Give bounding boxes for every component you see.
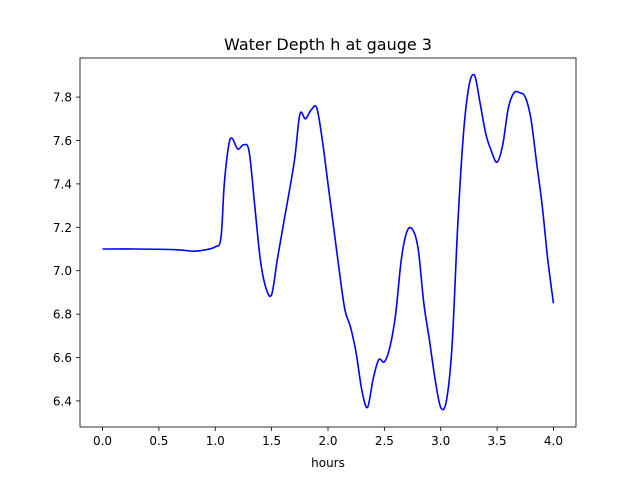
y-tick-label: 6.4	[53, 394, 72, 408]
x-tick-label: 1.5	[262, 434, 281, 448]
chart-title: Water Depth h at gauge 3	[224, 35, 432, 54]
x-axis-title: hours	[311, 456, 345, 470]
y-tick-label: 7.0	[53, 264, 72, 278]
series-layer	[102, 73, 555, 411]
x-tick-label: 1.0	[206, 434, 225, 448]
x-tick-label: 2.5	[375, 434, 394, 448]
x-tick-label: 2.0	[318, 434, 337, 448]
x-tick-label: 4.0	[544, 434, 563, 448]
x-tick-label: 3.0	[431, 434, 450, 448]
y-tick-label: 7.2	[53, 221, 72, 235]
y-tick-label: 7.6	[53, 134, 72, 148]
y-tick-label: 7.8	[53, 91, 72, 105]
y-tick-label: 6.6	[53, 351, 72, 365]
x-tick-label: 0.5	[149, 434, 168, 448]
axes-layer: 0.0 0.5 1.0 1.5 2.0 2.5 3.0 3.5 4.0 6.4 6.6 6.8 7.0 7…	[53, 57, 577, 448]
x-tick-label: 0.0	[93, 434, 112, 448]
y-tick-label: 7.4	[53, 177, 72, 191]
y-tick-label: 6.8	[53, 308, 72, 322]
series-line-0	[102, 73, 555, 411]
x-tick-label: 3.5	[488, 434, 507, 448]
